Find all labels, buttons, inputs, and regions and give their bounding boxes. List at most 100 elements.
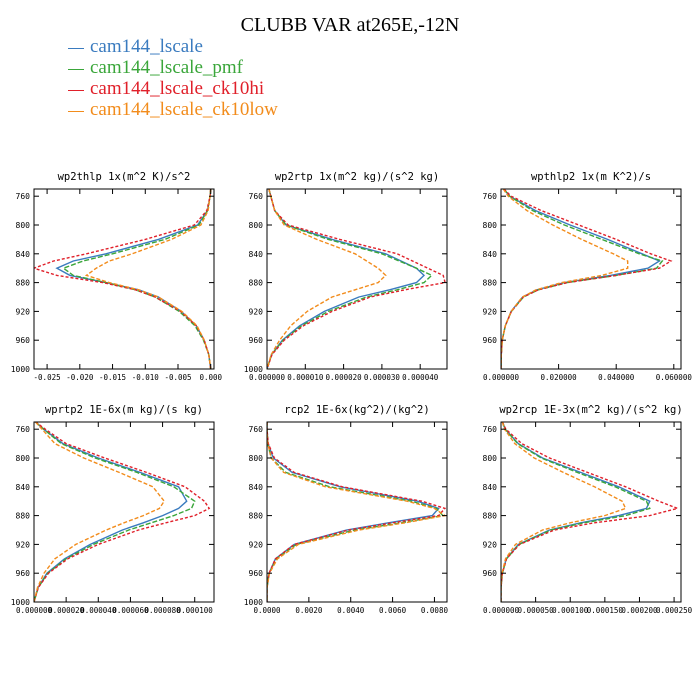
legend-swatch [68, 90, 84, 91]
subplot-4: wprtp2 1E-6x(m kg)/(s kg) 760 800 840 880 920… [11, 404, 215, 615]
x-tick-label: 0.000010 [287, 373, 324, 382]
y-tick-label: 1000 [11, 598, 30, 607]
legend-label: cam144_lscale_ck10low [90, 99, 278, 120]
y-tick-label: 880 [483, 279, 498, 288]
x-tick-label: 0.000000 [249, 373, 286, 382]
plot-frame [266, 188, 448, 370]
y-tick-label: 960 [483, 569, 498, 578]
y-tick-label: 800 [249, 221, 264, 230]
x-tick-label: -0.015 [99, 373, 126, 382]
series-group [34, 189, 212, 369]
series-line [501, 422, 680, 602]
y-tick-label: 960 [249, 569, 264, 578]
series-group [501, 422, 680, 602]
subplot-title: wp2rcp 1E-3x(m^2 kg)/(s^2 kg) [499, 404, 682, 416]
x-tick-label: 0.000000 [16, 606, 53, 615]
y-tick-label: 840 [16, 250, 31, 259]
y-tick-label: 840 [249, 483, 264, 492]
x-tick-label: 0.040000 [598, 373, 635, 382]
legend-swatch [68, 48, 84, 49]
x-tick-label: 0.000080 [145, 606, 182, 615]
x-tick-label: -0.025 [34, 373, 61, 382]
subplot-6: wp2rcp 1E-3x(m^2 kg)/(s^2 kg)760 800 840 88… [483, 404, 693, 615]
y-tick-label: 960 [16, 336, 31, 345]
subplot-5: rcp2 1E-6x(kg^2)/(kg^2) 760 800 840 880 920 96… [244, 404, 449, 615]
x-tick-label: 0.0080 [421, 606, 449, 615]
subplot-title: wpthlp2 1x(m K^2)/s [531, 171, 651, 183]
y-tick-label: 760 [249, 192, 264, 201]
series-line [62, 189, 212, 369]
x-tick-label: 0.000030 [364, 373, 401, 382]
y-tick-label: 880 [16, 512, 31, 521]
x-tick-label: 0.020000 [541, 373, 578, 382]
y-tick-label: 760 [249, 425, 264, 434]
y-tick-label: 840 [483, 250, 498, 259]
x-tick-label: 0.000 [199, 373, 222, 382]
series-group [267, 189, 446, 369]
y-tick-label: 800 [16, 221, 31, 230]
y-tick-label: 960 [16, 569, 31, 578]
y-tick-label: 800 [483, 221, 498, 230]
y-tick-label: 920 [16, 540, 31, 549]
y-tick-label: 840 [16, 483, 31, 492]
y-tick-label: 1000 [11, 365, 30, 374]
y-tick-label: 880 [483, 512, 498, 521]
series-line [501, 422, 651, 602]
series-line [267, 189, 426, 369]
series-line [501, 422, 627, 602]
series-line [34, 422, 196, 602]
y-tick-label: 960 [249, 336, 264, 345]
x-tick-label: 0.000050 [518, 606, 555, 615]
x-tick-label: 0.000000 [483, 373, 520, 382]
subplot-3: wpthlp2 1x(m K^2)/s 760 800 840 880 920 960 0.0… [483, 171, 693, 382]
x-tick-label: 0.000020 [48, 606, 85, 615]
series-line [34, 422, 211, 602]
series-line [34, 422, 166, 602]
x-tick-label: 0.0040 [337, 606, 365, 615]
y-tick-label: 800 [16, 454, 31, 463]
y-tick-label: 920 [249, 307, 264, 316]
x-tick-label: 0.000040 [80, 606, 117, 615]
y-tick-label: 1000 [244, 598, 263, 607]
y-tick-label: 760 [16, 425, 31, 434]
x-tick-label: 0.060000 [656, 373, 693, 382]
x-tick-label: 0.000040 [402, 373, 439, 382]
series-line [34, 189, 212, 369]
y-tick-label: 760 [483, 425, 498, 434]
series-line [501, 422, 651, 602]
x-tick-label: 0.0000 [253, 606, 281, 615]
x-tick-label: 0.000020 [326, 373, 363, 382]
x-tick-label: 0.000000 [483, 606, 520, 615]
x-tick-label: 0.0060 [379, 606, 407, 615]
y-tick-label: 880 [249, 512, 264, 521]
legend-swatch [68, 69, 84, 70]
series-line [34, 422, 188, 602]
x-tick-label: 0.000100 [552, 606, 589, 615]
series-line [84, 189, 212, 369]
x-tick-label: 0.0020 [295, 606, 323, 615]
legend-label: cam144_lscale [90, 36, 203, 57]
plot-frame [33, 188, 215, 370]
y-tick-label: 960 [483, 336, 498, 345]
subplot-title: wp2rtp 1x(m^2 kg)/(s^2 kg) [275, 171, 439, 183]
plot-frame [266, 421, 448, 603]
subplot-title: wp2thlp 1x(m^2 K)/s^2 [58, 171, 191, 183]
x-tick-label: 0.000150 [587, 606, 624, 615]
y-tick-label: 760 [483, 192, 498, 201]
series-line [267, 422, 447, 602]
plot-frame [500, 188, 682, 370]
y-tick-label: 880 [16, 279, 31, 288]
series-line [267, 189, 387, 369]
series-line [55, 189, 212, 369]
subplot-2: wp2rtp 1x(m^2 kg)/(s^2 kg) 760 800 840 880 92… [244, 171, 448, 382]
x-tick-label: 0.000200 [621, 606, 658, 615]
y-tick-label: 920 [16, 307, 31, 316]
y-tick-label: 760 [16, 192, 31, 201]
y-tick-label: 800 [249, 454, 264, 463]
x-tick-label: 0.000250 [656, 606, 693, 615]
series-group [34, 422, 211, 602]
series-line [267, 422, 445, 602]
series-group [267, 422, 447, 602]
plot-frame [500, 421, 682, 603]
